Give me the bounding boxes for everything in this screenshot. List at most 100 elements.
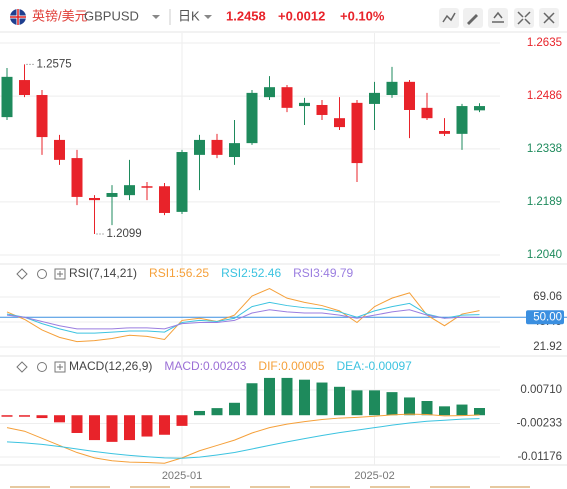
toolbar [439, 8, 559, 28]
candle-body [1, 76, 13, 118]
histogram-bar [229, 402, 240, 416]
macd-panel-icons [16, 361, 66, 373]
dropdown-arrow[interactable] [204, 15, 212, 19]
price-change-pct: +0.10% [340, 8, 385, 23]
candle-body [106, 193, 118, 197]
reference-label-box [526, 310, 564, 325]
candle-body [299, 102, 310, 107]
settings-icon[interactable] [37, 269, 47, 279]
indicator-line [6, 309, 480, 330]
x-tick-label: 2025-02 [354, 470, 394, 482]
pair-name: 英镑/美元 [32, 8, 88, 23]
candle-body [316, 104, 328, 115]
histogram-bar [124, 415, 135, 441]
candle-body [369, 92, 380, 104]
indicator-line [6, 288, 480, 343]
add-icon[interactable] [54, 361, 66, 373]
last-price: 1.2458 [226, 8, 266, 23]
dropdown-arrow[interactable] [152, 15, 160, 19]
annotation: 1.2575 [37, 58, 72, 70]
indicator-icon[interactable] [16, 361, 28, 373]
period[interactable]: 日K [178, 8, 200, 23]
histogram-bar [474, 408, 485, 416]
histogram-bar [386, 392, 398, 416]
candle-body [246, 92, 258, 144]
histogram-bar [141, 415, 153, 437]
y-tick-label: -0.00233 [517, 418, 562, 430]
settings-icon[interactable] [37, 362, 47, 372]
histogram-bar [421, 401, 433, 416]
histogram-bar [264, 377, 275, 416]
candle-body [351, 102, 363, 164]
histogram-bar [19, 415, 30, 417]
histogram-bar [369, 390, 380, 416]
indicator-line [6, 418, 480, 459]
rsi-panel-icons [16, 268, 66, 280]
y-tick-label: 1.2189 [527, 196, 562, 208]
histogram-bar [89, 415, 100, 441]
histogram-bar [334, 386, 345, 416]
histogram-bar [211, 408, 223, 416]
y-tick-label: 21.92 [533, 341, 562, 353]
panel-title: MACD(12,26,9) [69, 359, 152, 373]
candle-body [211, 139, 223, 155]
flag-icon [10, 9, 26, 25]
y-tick-label: 0.00710 [520, 384, 562, 396]
candle-body [89, 197, 100, 201]
histogram-bar [176, 415, 188, 426]
y-tick-label: 1.2040 [527, 249, 562, 261]
candle-body [281, 87, 293, 108]
candle-body [386, 81, 398, 96]
x-tick-label: 2025-01 [162, 470, 202, 482]
indicator-line [6, 413, 480, 464]
candle-body [141, 186, 153, 188]
histogram-bar [246, 383, 258, 416]
legend-entry: RSI1:56.25 [149, 266, 209, 280]
histogram-bar [351, 390, 363, 416]
candle-body [54, 139, 65, 160]
legend-entry: DIF:0.00005 [258, 359, 324, 373]
candle-body [176, 152, 188, 212]
y-tick-label: 1.2486 [527, 90, 562, 102]
histogram-bar [194, 410, 205, 416]
histogram-bar [106, 415, 118, 442]
histogram-bar [71, 415, 83, 433]
candle-body [421, 107, 433, 119]
reference-label: 50.00 [533, 311, 562, 323]
tool-button[interactable] [488, 8, 508, 28]
histogram-bar [1, 415, 13, 417]
candle-body [404, 81, 415, 110]
panel-title: RSI(7,14,21) [69, 266, 137, 280]
candle-body [194, 139, 205, 155]
histogram-bar [281, 377, 293, 416]
fullscreen-button[interactable] [514, 8, 534, 28]
annotation: 1.2099 [107, 228, 142, 240]
legend-entry: DEA:-0.00097 [336, 359, 412, 373]
candle-body [264, 87, 275, 98]
legend-entry: MACD:0.00203 [164, 359, 246, 373]
candle-body [439, 131, 450, 134]
candle-body [124, 185, 135, 196]
histogram-bar [456, 404, 468, 416]
legend-entry: RSI3:49.79 [293, 266, 353, 280]
histogram-bar [54, 415, 65, 423]
price-change: +0.0012 [278, 8, 325, 23]
histogram-bar [159, 415, 170, 435]
histogram-bar [404, 397, 415, 416]
legend-entry: RSI2:52.46 [221, 266, 281, 280]
symbol[interactable]: GBPUSD [84, 8, 139, 23]
histogram-bar [36, 415, 48, 419]
add-icon[interactable] [54, 268, 66, 280]
candle-body [456, 106, 468, 134]
candle-body [71, 158, 83, 197]
histogram-bar [299, 379, 310, 416]
candle-body [19, 80, 30, 96]
indicator-line [6, 301, 480, 334]
y-tick-label: 1.2338 [527, 143, 562, 155]
y-tick-label: 1.2635 [527, 37, 562, 49]
y-tick-label: -0.01176 [517, 451, 562, 463]
indicator-icon[interactable] [16, 268, 28, 280]
candle-body [334, 118, 345, 128]
